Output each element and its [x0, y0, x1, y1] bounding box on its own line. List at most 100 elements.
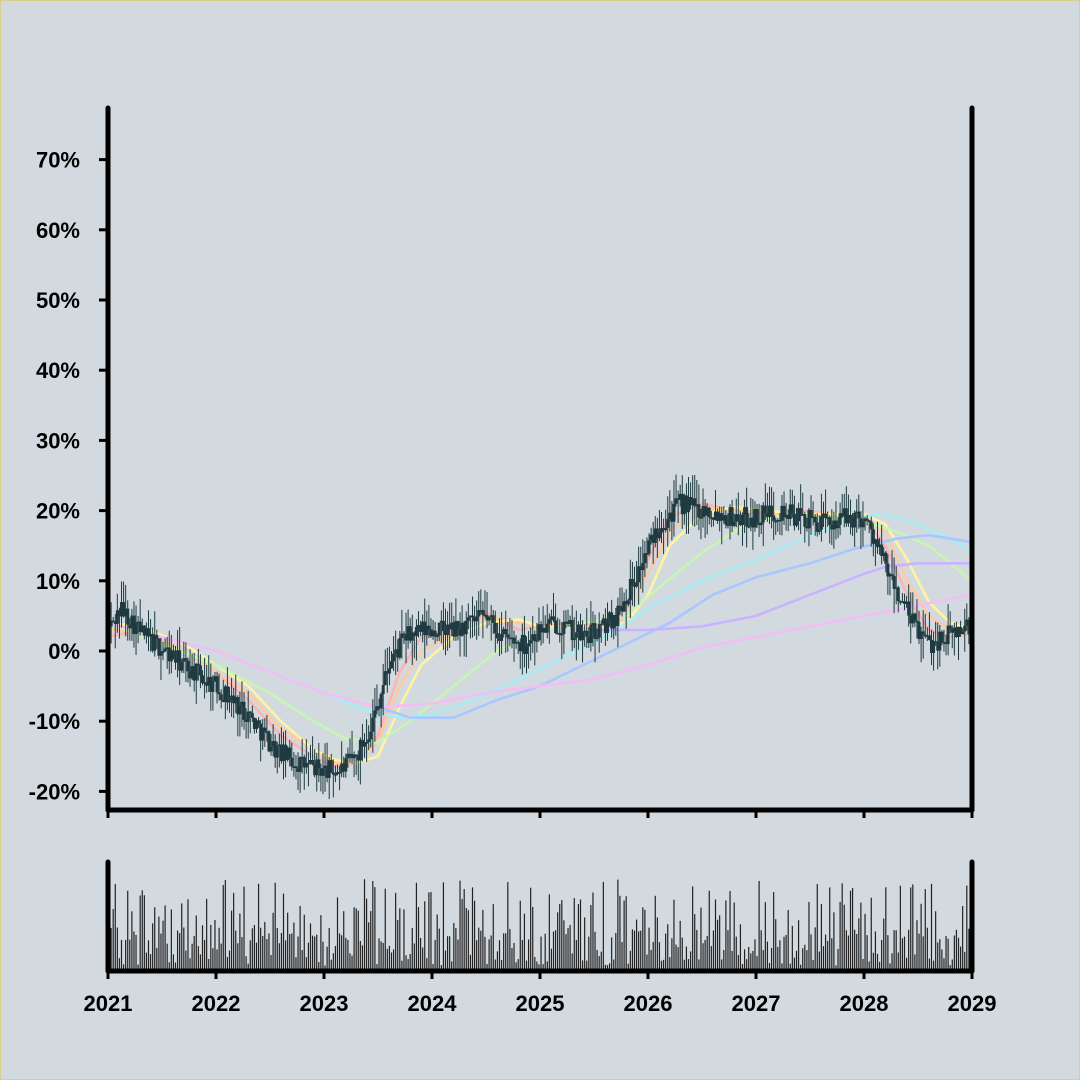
candle-body: [647, 540, 651, 554]
candle-body: [213, 676, 217, 682]
candle-body: [583, 630, 587, 633]
candle-body: [109, 620, 113, 627]
candle-body: [167, 647, 171, 662]
candle-body: [761, 505, 765, 523]
candle-body: [954, 627, 958, 637]
candle-body: [311, 760, 315, 765]
candle-body: [942, 642, 946, 644]
candle-body: [180, 661, 184, 671]
candle-body: [662, 528, 666, 531]
candle-body: [680, 493, 684, 515]
candle-body: [724, 515, 728, 525]
x-tick-label: 2029: [948, 991, 997, 1016]
candle-body: [599, 623, 603, 626]
x-tick-label: 2022: [192, 991, 241, 1016]
candle-body: [323, 765, 327, 769]
candle-body: [851, 517, 855, 528]
candle-body: [801, 513, 805, 516]
candle-body: [140, 625, 144, 633]
candle-body: [242, 701, 246, 720]
candle-body: [674, 498, 678, 504]
candle-body: [410, 632, 414, 641]
candle-body: [315, 759, 319, 776]
candle-body: [138, 621, 142, 633]
candle-body: [736, 514, 740, 522]
candle-body: [234, 697, 238, 704]
x-tick-label: 2023: [300, 991, 349, 1016]
candle-body: [768, 505, 771, 518]
candle-body: [878, 544, 882, 548]
candle-body: [371, 717, 375, 732]
candle-body: [595, 637, 599, 640]
candle-body: [365, 742, 369, 744]
candle-body: [277, 744, 281, 746]
candle-body: [738, 521, 742, 526]
candle-body: [423, 621, 427, 636]
candle-body: [338, 772, 342, 774]
candle-body: [624, 601, 628, 605]
candle-body: [111, 620, 115, 623]
candle-body: [255, 720, 258, 730]
candle-body: [564, 621, 568, 624]
candle-body: [618, 605, 622, 608]
candle-body: [828, 517, 832, 525]
candle-body: [535, 640, 539, 642]
candle-body: [248, 711, 252, 714]
candle-body: [298, 757, 302, 772]
candle-body: [236, 697, 240, 715]
candle-body: [473, 617, 477, 622]
candle-body: [217, 692, 221, 695]
candle-body: [516, 641, 520, 644]
candle-body: [963, 625, 967, 632]
y-tick-labels: -20% -10% 0% 10% 20% 30% 40% 50% 60% 70%: [29, 148, 108, 804]
candle-body: [940, 631, 944, 643]
candle-body: [612, 615, 616, 629]
candle-body: [487, 616, 491, 621]
candle-body: [838, 513, 842, 525]
candle-body: [232, 695, 236, 704]
volume-layer: [108, 879, 972, 971]
candle-body: [832, 520, 836, 530]
candle-body: [171, 650, 175, 660]
candle-body: [192, 666, 196, 681]
candle-body: [792, 513, 796, 526]
candle-body: [915, 620, 919, 623]
candle-body: [444, 631, 447, 635]
candle-body: [923, 634, 927, 637]
candle-body: [842, 508, 846, 517]
candle-body: [221, 699, 225, 702]
candle-body: [765, 513, 769, 518]
candle-body: [689, 496, 693, 506]
candle-body: [223, 686, 227, 702]
candle-body: [863, 518, 867, 522]
candle-body: [894, 587, 898, 589]
candle-body: [456, 621, 460, 630]
candle-body: [664, 527, 668, 531]
candle-body: [871, 529, 875, 544]
candle-body: [610, 612, 614, 629]
candle-body: [936, 642, 940, 651]
candle-body: [817, 529, 821, 532]
candle-body: [585, 630, 589, 637]
candle-body: [294, 766, 298, 769]
candle-body: [483, 614, 487, 617]
candle-body: [500, 633, 504, 641]
candle-body: [259, 723, 263, 741]
candle-body: [927, 635, 931, 640]
candle-body: [419, 625, 423, 632]
candle-body: [522, 634, 526, 654]
candle-body: [824, 513, 828, 519]
x-tick-label: 2026: [624, 991, 673, 1016]
candle-body: [246, 711, 250, 722]
candle-body: [439, 620, 443, 623]
candle-body: [452, 622, 456, 637]
candle-body: [722, 515, 726, 521]
candle-body: [668, 512, 672, 520]
candle-body: [684, 495, 688, 513]
candle-body: [379, 694, 383, 709]
y-tick-label: 50%: [36, 288, 80, 313]
candle-body: [822, 513, 825, 517]
candle-body: [849, 514, 852, 518]
candle-body: [919, 631, 923, 640]
candle-body: [367, 739, 371, 743]
